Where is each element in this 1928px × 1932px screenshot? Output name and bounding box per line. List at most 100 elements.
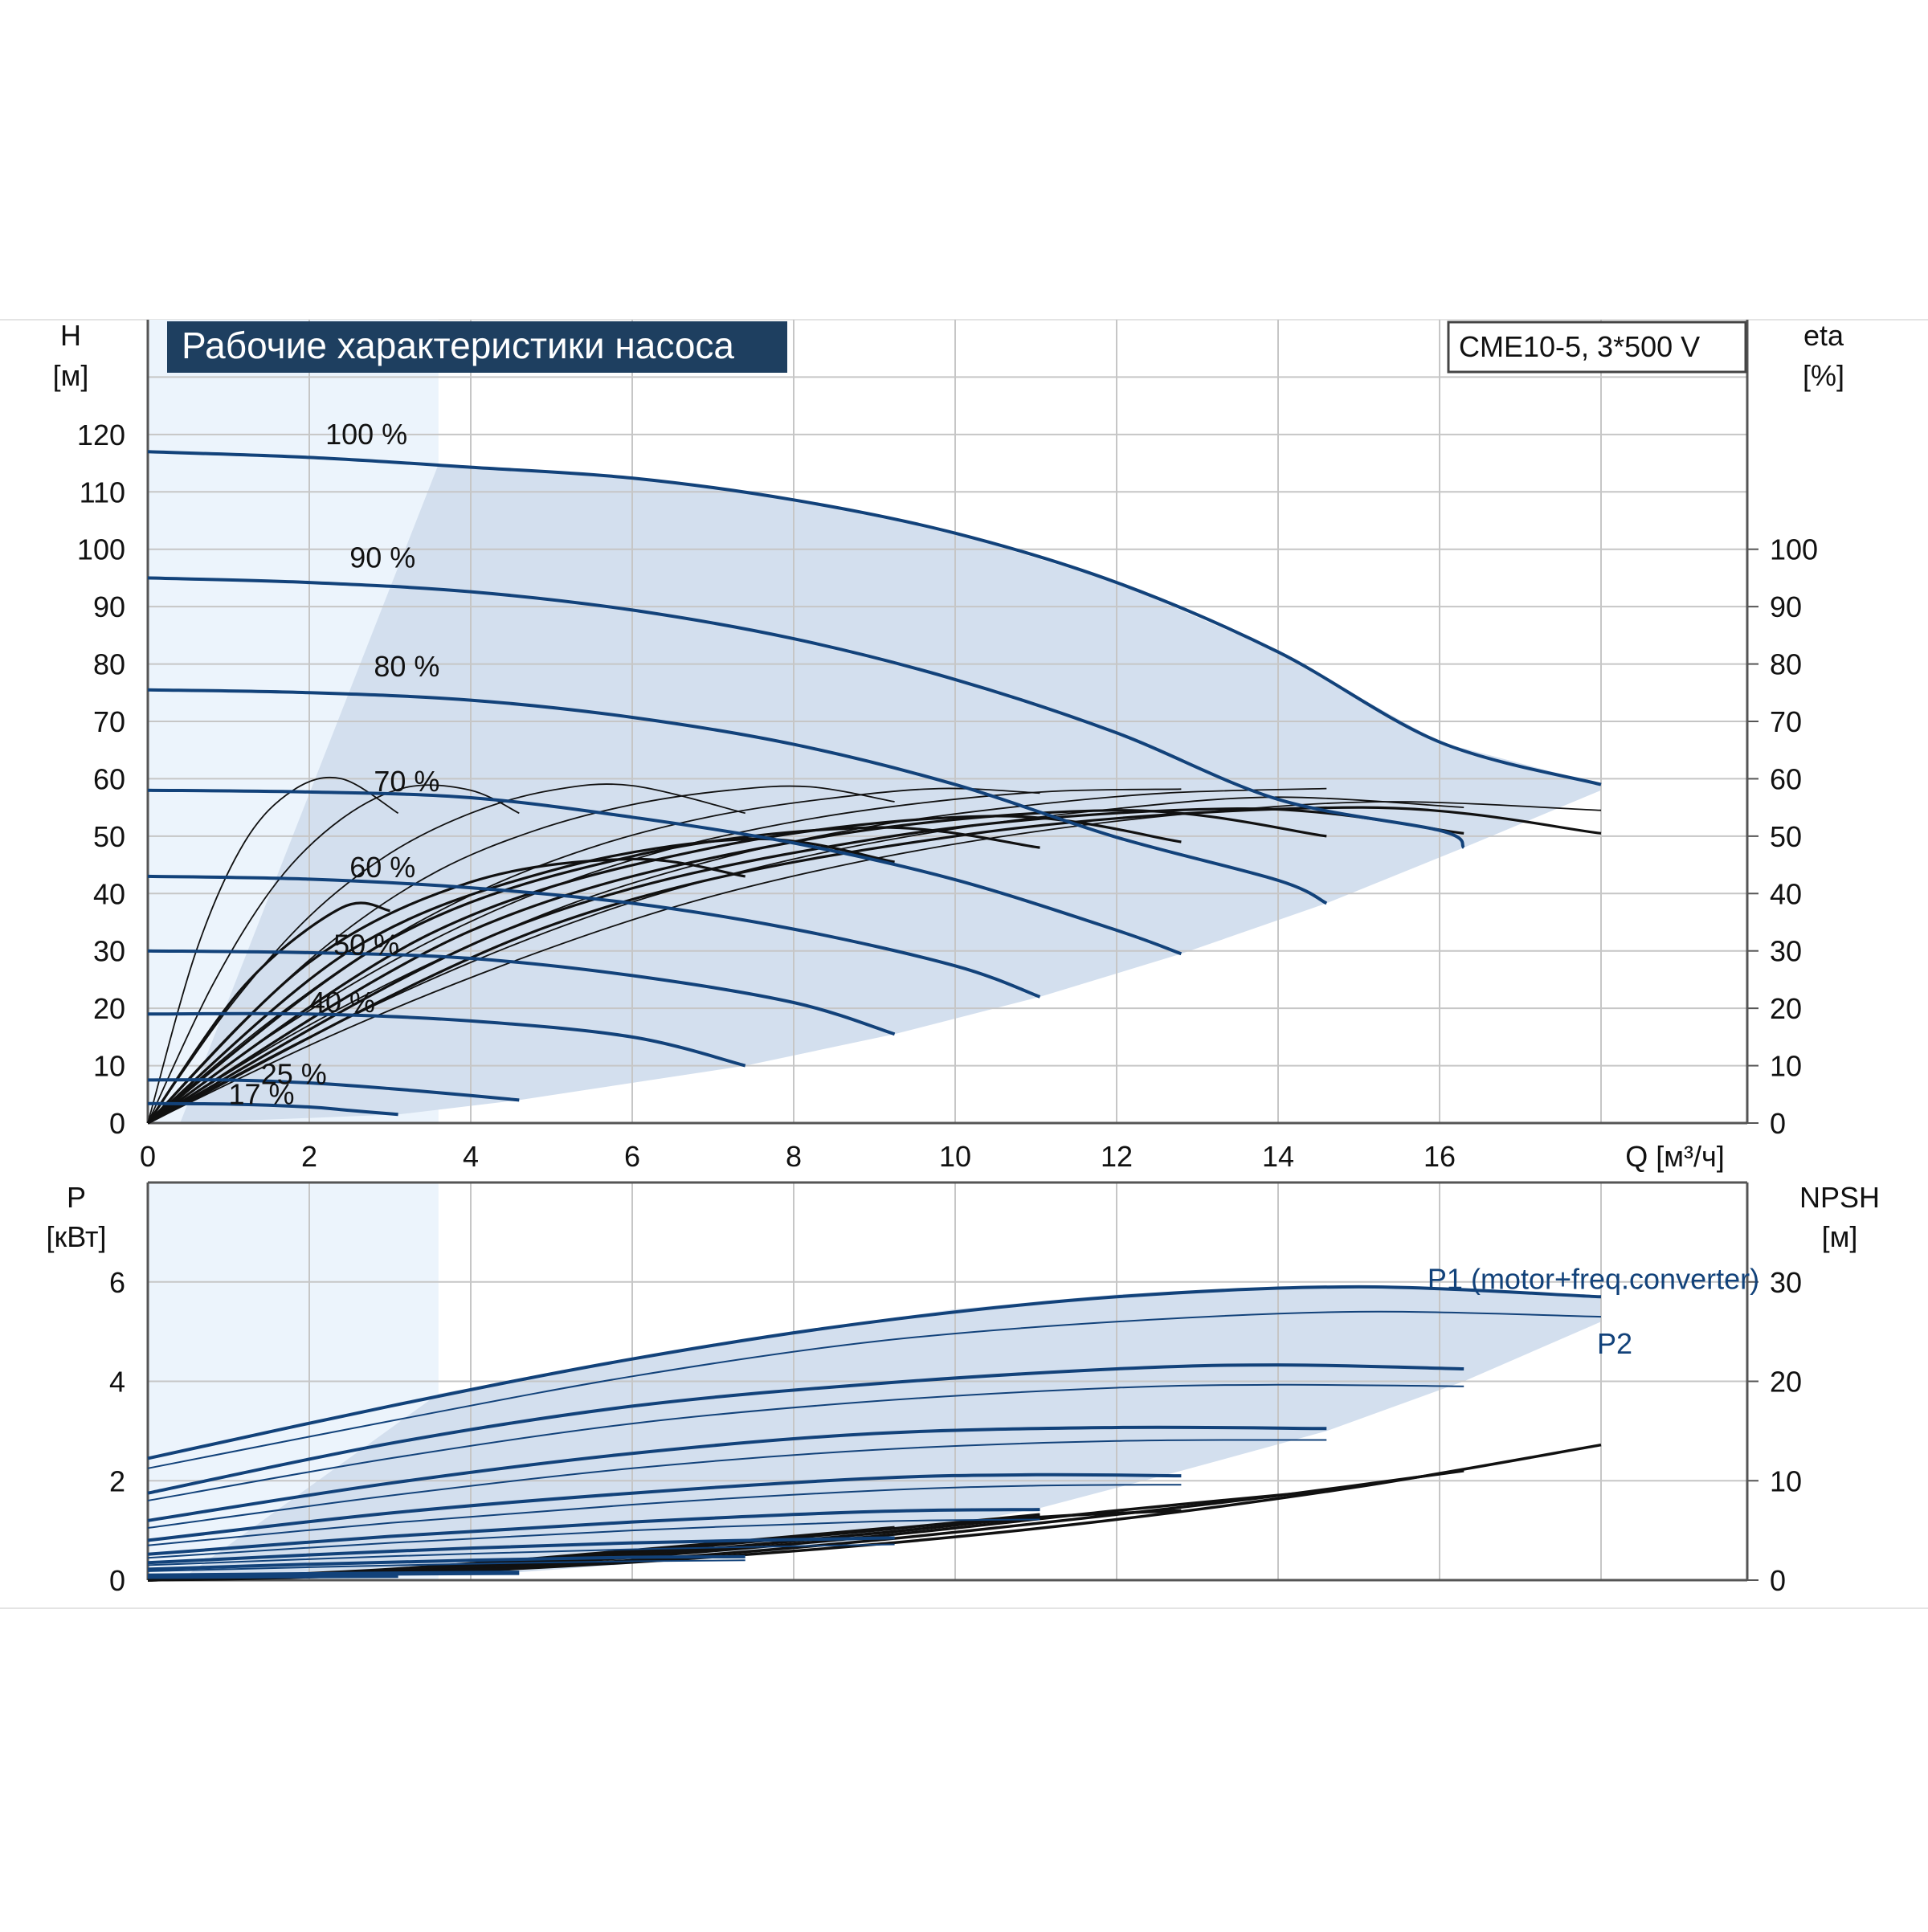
- speed-label: 80 %: [374, 650, 439, 683]
- npsh-tick-label: 10: [1770, 1464, 1802, 1497]
- title-box: [167, 321, 787, 373]
- p2-curve: [147, 1559, 745, 1572]
- efficiency-curve: [147, 776, 399, 1124]
- speed-label: 90 %: [349, 541, 415, 574]
- efficiency-curve: [147, 809, 1327, 1125]
- y-axis-label: H: [60, 319, 81, 352]
- y-tick-label: 80: [93, 648, 125, 681]
- npsh-tick-label: 20: [1770, 1366, 1802, 1399]
- speed-label: 50 %: [333, 929, 399, 962]
- p1-curve: [147, 1574, 398, 1579]
- npsh-tick-label: 30: [1770, 1266, 1802, 1299]
- y2-tick-label: 90: [1770, 590, 1802, 623]
- y-tick-label: 50: [93, 820, 125, 853]
- p2-curve: [147, 1518, 1040, 1559]
- p1-curve: [147, 1508, 1040, 1556]
- p1-curve: [147, 1571, 520, 1577]
- y-tick-label: 60: [93, 762, 125, 795]
- p-tick-label: 2: [109, 1464, 125, 1497]
- y2-axis-unit: [%]: [1803, 359, 1844, 392]
- speed-label: 17 %: [229, 1077, 295, 1110]
- efficiency-curve: [147, 806, 1602, 1125]
- qh-curve: [147, 450, 1602, 786]
- npsh-axis-unit: [м]: [1822, 1220, 1858, 1253]
- model-label: CME10-5, 3*500 V: [1459, 330, 1700, 363]
- y-tick-label: 90: [93, 590, 125, 623]
- y-axis-unit: [м]: [53, 359, 89, 392]
- y-tick-label: 100: [77, 533, 125, 566]
- p-axis-unit: [кВт]: [46, 1220, 106, 1253]
- speed-label: 100 %: [325, 418, 407, 451]
- x-axis-label: Q [м³/ч]: [1625, 1140, 1725, 1173]
- p-axis-label: P: [67, 1181, 86, 1214]
- y2-tick-label: 10: [1770, 1050, 1802, 1083]
- x-tick-label: 12: [1101, 1140, 1133, 1173]
- p1-curve: [147, 1472, 1182, 1542]
- y-tick-label: 120: [77, 419, 125, 451]
- y-tick-label: 0: [109, 1107, 125, 1140]
- p1-curve: [147, 1425, 1327, 1522]
- x-tick-label: 4: [463, 1140, 479, 1173]
- chart-text-layer: Рабочие характеристики насоса CME10-5, 3*…: [46, 319, 1880, 1597]
- qh-curve: [147, 788, 1183, 956]
- qh-curve: [147, 1101, 398, 1117]
- efficiency-curve: [147, 787, 1040, 1124]
- efficiency-curve: [147, 783, 745, 1124]
- speed-label: 70 %: [374, 765, 439, 798]
- y2-tick-label: 40: [1770, 877, 1802, 910]
- y2-tick-label: 100: [1770, 533, 1818, 566]
- y-tick-label: 110: [80, 476, 125, 509]
- y2-tick-label: 0: [1770, 1107, 1786, 1140]
- p-tick-label: 4: [109, 1366, 125, 1399]
- y2-tick-label: 50: [1770, 820, 1802, 853]
- efficiency-curve: [146, 901, 390, 1124]
- p2-curve: [147, 1543, 895, 1566]
- p2-curve: [147, 1484, 1182, 1546]
- p2-curve: [147, 1439, 1327, 1529]
- chart-title: Рабочие характеристики насоса: [182, 325, 734, 366]
- npsh-tick-label: 0: [1770, 1564, 1786, 1597]
- p-tick-label: 6: [109, 1266, 125, 1299]
- y-tick-label: 70: [93, 705, 125, 738]
- efficiency-curve: [147, 784, 520, 1124]
- y-tick-label: 20: [93, 992, 125, 1025]
- npsh-axis-label: NPSH: [1799, 1181, 1880, 1214]
- p2-curve: [147, 1383, 1464, 1501]
- speed-label: 40 %: [309, 986, 375, 1019]
- efficiency-curve: [146, 857, 745, 1125]
- qh-curve: [147, 1078, 520, 1102]
- speed-label: 25 %: [261, 1057, 327, 1090]
- y2-tick-label: 20: [1770, 992, 1802, 1025]
- operating-region: [180, 464, 1602, 1123]
- p1-curve: [147, 1285, 1602, 1460]
- p1-curve: [147, 1536, 895, 1565]
- y2-tick-label: 70: [1770, 705, 1802, 738]
- head-plot: [146, 320, 1749, 1125]
- x-tick-label: 6: [624, 1140, 640, 1173]
- y-tick-label: 10: [93, 1050, 125, 1083]
- qh-curve: [147, 874, 1041, 999]
- y-tick-label: 40: [93, 877, 125, 910]
- p-tick-label: 0: [109, 1564, 125, 1597]
- x-tick-label: 2: [301, 1140, 317, 1173]
- y-tick-label: 30: [93, 935, 125, 968]
- y2-tick-label: 80: [1770, 648, 1802, 681]
- y2-axis-label: eta: [1803, 319, 1844, 352]
- x-tick-label: 0: [140, 1140, 156, 1173]
- qh-curve: [147, 576, 1465, 849]
- p1-curve: [147, 1554, 745, 1571]
- power-curve-label: P1 (motor+freq.converter): [1428, 1263, 1759, 1296]
- y2-tick-label: 30: [1770, 935, 1802, 968]
- model-box: [1447, 321, 1747, 374]
- qh-curve: [147, 1011, 746, 1068]
- p1-curve: [147, 1363, 1464, 1495]
- x-tick-label: 10: [939, 1140, 971, 1173]
- x-tick-label: 16: [1424, 1140, 1456, 1173]
- speed-label: 60 %: [349, 851, 415, 884]
- power-curve-label: P2: [1597, 1327, 1632, 1360]
- power-plot: [146, 1181, 1749, 1582]
- qh-curve: [147, 949, 896, 1036]
- p2-curve: [147, 1310, 1602, 1469]
